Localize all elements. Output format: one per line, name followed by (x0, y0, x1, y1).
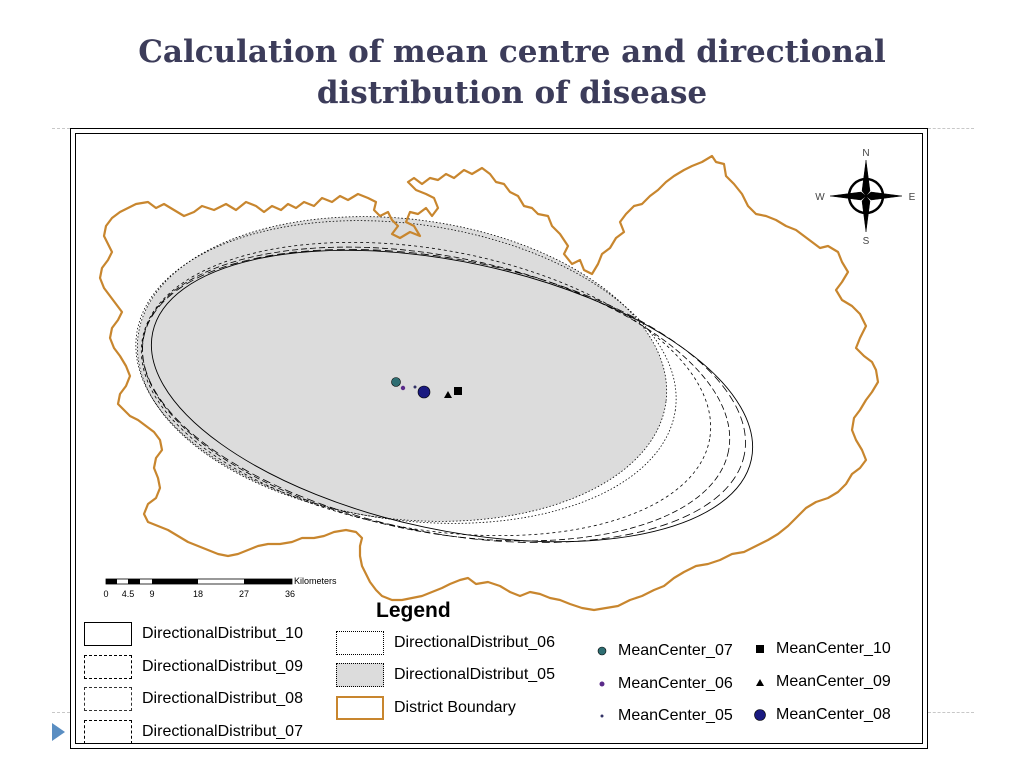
legend-item-ellipse-09: DirectionalDistribut_09 (84, 655, 303, 679)
scale-tick-2: 9 (149, 589, 154, 599)
legend-label: DirectionalDistribut_07 (142, 723, 303, 740)
legend-swatch-dashed (84, 720, 132, 743)
legend-item-mean-center-08: MeanCenter_08 (752, 706, 891, 724)
divider-left (52, 128, 70, 129)
ellipse-05 (136, 216, 668, 522)
compass-e-label: E (909, 192, 916, 203)
navy-circle-icon (752, 708, 768, 722)
mean-center-points (391, 377, 462, 399)
next-slide-arrow-icon[interactable] (52, 723, 65, 741)
legend-swatch-boundary (336, 696, 384, 720)
legend-label: MeanCenter_09 (776, 673, 891, 690)
black-square-icon (752, 643, 768, 655)
compass-n-label: N (862, 148, 869, 159)
compass-w-label: W (815, 192, 825, 203)
legend-label: DirectionalDistribut_05 (394, 666, 555, 683)
compass-rose: N S W E (815, 148, 915, 247)
map-canvas: N S W E Kilometers 0 4.5 9 18 27 36 (75, 133, 923, 744)
scale-tick-0: 0 (103, 589, 108, 599)
legend-item-ellipse-05: DirectionalDistribut_05 (336, 663, 555, 687)
ellipse-09 (142, 248, 746, 544)
black-triangle-icon (752, 676, 768, 688)
legend-label: District Boundary (394, 699, 516, 716)
scale-unit-label: Kilometers (294, 576, 337, 586)
legend-item-mean-center-09: MeanCenter_09 (752, 673, 891, 691)
legend-swatch-dashed (84, 655, 132, 679)
ellipse-06 (135, 220, 677, 524)
legend-item-ellipse-08: DirectionalDistribut_08 (84, 687, 303, 711)
legend-item-mean-center-10: MeanCenter_10 (752, 640, 891, 658)
scale-tick-4: 27 (239, 589, 249, 599)
purple-dot-icon (594, 678, 610, 690)
legend-label: MeanCenter_06 (618, 675, 733, 692)
map-frame: N S W E Kilometers 0 4.5 9 18 27 36 (70, 128, 928, 749)
mean-center-05-marker (413, 385, 417, 389)
legend-item-ellipse-07: DirectionalDistribut_07 (84, 720, 303, 743)
compass-s-label: S (863, 236, 870, 247)
legend-item-district-boundary: District Boundary (336, 696, 516, 720)
footer-divider-left (52, 712, 70, 713)
ellipse-10 (150, 249, 754, 543)
footer-divider-right (928, 712, 974, 713)
mean-center-09-marker (444, 391, 452, 398)
slide-title: Calculation of mean centre and direction… (90, 32, 934, 114)
legend-item-mean-center-06: MeanCenter_06 (594, 675, 733, 693)
mean-center-08-marker (417, 385, 431, 399)
legend-swatch-gray (336, 663, 384, 687)
scale-tick-5: 36 (285, 589, 295, 599)
legend-label: MeanCenter_10 (776, 640, 891, 657)
title-line-2: distribution of disease (316, 75, 708, 111)
legend-label: DirectionalDistribut_06 (394, 634, 555, 651)
legend-item-mean-center-07: MeanCenter_07 (594, 642, 733, 660)
directional-ellipses (135, 216, 754, 544)
legend-label: DirectionalDistribut_09 (142, 658, 303, 675)
scale-tick-3: 18 (193, 589, 203, 599)
legend-title: Legend (376, 599, 451, 622)
legend-swatch-dashed (84, 687, 132, 711)
mean-center-10-marker (454, 387, 462, 395)
legend-label: MeanCenter_08 (776, 706, 891, 723)
title-line-1: Calculation of mean centre and direction… (138, 34, 886, 70)
legend-item-ellipse-10: DirectionalDistribut_10 (84, 622, 303, 646)
legend-label: DirectionalDistribut_10 (142, 625, 303, 642)
legend-item-ellipse-06: DirectionalDistribut_06 (336, 631, 555, 655)
scale-bar: Kilometers 0 4.5 9 18 27 36 (103, 576, 337, 599)
divider-right (928, 128, 974, 129)
mean-center-07-marker (391, 377, 401, 387)
legend-swatch-dotted (336, 631, 384, 655)
mean-center-06-marker (400, 385, 406, 391)
legend-label: DirectionalDistribut_08 (142, 690, 303, 707)
legend-label: MeanCenter_05 (618, 707, 733, 724)
legend-swatch-solid (84, 622, 132, 646)
district-boundary (98, 154, 880, 612)
scale-tick-1: 4.5 (122, 589, 135, 599)
compass-needle-icon (829, 159, 903, 233)
ellipse-07 (140, 241, 712, 537)
teal-circle-icon (594, 645, 610, 657)
small-dot-icon (594, 710, 610, 722)
map-graphic: N S W E Kilometers 0 4.5 9 18 27 36 (98, 148, 916, 612)
legend-item-mean-center-05: MeanCenter_05 (594, 707, 733, 725)
legend-label: MeanCenter_07 (618, 642, 733, 659)
